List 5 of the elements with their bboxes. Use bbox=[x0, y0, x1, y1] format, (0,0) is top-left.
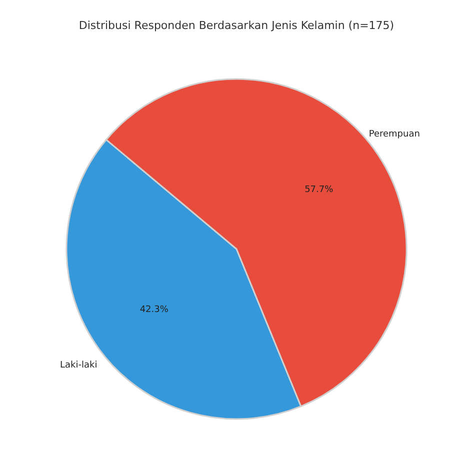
slice-label: Perempuan bbox=[368, 130, 420, 140]
data-label: 42.3% bbox=[140, 305, 169, 316]
slice-label: Laki-laki bbox=[60, 360, 98, 370]
chart-title: Distribusi Responden Berdasarkan Jenis Kelamin (n=175) bbox=[78, 19, 394, 32]
data-label: 57.7% bbox=[304, 184, 334, 195]
